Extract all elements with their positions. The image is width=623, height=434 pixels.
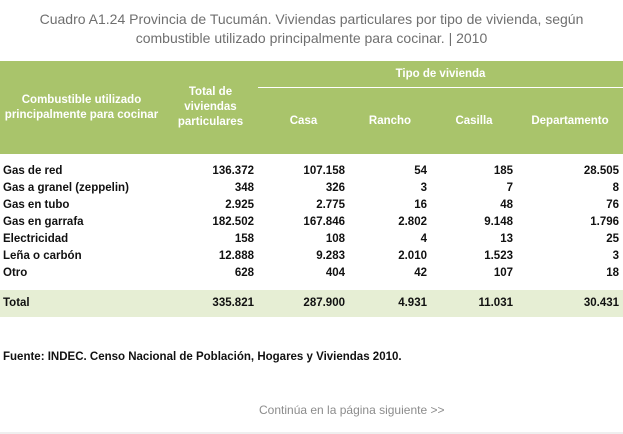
row-label: Gas a granel (zeppelin): [3, 182, 129, 194]
source-note: Fuente: INDEC. Censo Nacional de Poblaci…: [3, 351, 402, 363]
cell-departamento: 76: [606, 199, 620, 211]
cell-casa: 9.283: [316, 250, 345, 262]
cell-rancho: 42: [414, 267, 427, 279]
table-row: Gas en garrafa 182.502 167.846 2.802 9.1…: [0, 214, 623, 231]
cell-casilla: 7: [506, 182, 513, 194]
cell-casa: 404: [325, 267, 345, 279]
table-header: Combustible utilizado principalmente par…: [0, 61, 623, 154]
cell-casa: 326: [325, 182, 345, 194]
cell-total: 136.372: [212, 165, 254, 177]
total-label: Total: [0, 290, 163, 317]
table-row: Otro 628 404 42 107 18: [0, 265, 623, 282]
cell-departamento: 25: [606, 233, 620, 245]
cell-total: 2.925: [225, 199, 254, 211]
cell-casa: 108: [325, 233, 345, 245]
cell-casilla: 1.523: [484, 250, 513, 262]
cell-rancho: 2.010: [398, 250, 427, 262]
cell-total: 348: [234, 182, 254, 194]
cell-total: 182.502: [212, 216, 254, 228]
cell-casa: 107.158: [303, 165, 345, 177]
total-cell-total: 335.821: [163, 290, 258, 317]
table-body: Gas de red 136.372 107.158 54 185 28.505…: [0, 154, 623, 317]
total-cell-casa: 287.900: [258, 290, 349, 317]
table-row: Leña o carbón 12.888 9.283 2.010 1.523 3: [0, 248, 623, 265]
header-casa: Casa: [258, 87, 349, 154]
total-cell-casilla: 11.031: [431, 290, 517, 317]
row-label: Gas en garrafa: [3, 216, 84, 228]
table-row: Gas de red 136.372 107.158 54 185 28.505: [0, 163, 623, 180]
header-total: Total de viviendas particulares: [163, 61, 258, 154]
cell-casilla: 9.148: [484, 216, 513, 228]
cell-departamento: 28.505: [583, 165, 620, 177]
row-label: Leña o carbón: [3, 250, 82, 262]
cell-departamento: 8: [612, 182, 620, 194]
header-rancho: Rancho: [349, 87, 431, 154]
cell-departamento: 18: [606, 267, 620, 279]
total-cell-rancho: 4.931: [349, 290, 431, 317]
header-casilla: Casilla: [431, 87, 517, 154]
table-title: Cuadro A1.24 Provincia de Tucumán. Vivie…: [0, 10, 623, 48]
cell-rancho: 54: [414, 165, 427, 177]
total-row: Total 335.821 287.900 4.931 11.031 30.43…: [0, 290, 623, 317]
total-cell-departamento: 30.431: [517, 290, 623, 317]
cell-departamento: 1.796: [590, 216, 620, 228]
cell-departamento: 3: [612, 250, 620, 262]
row-label: Electricidad: [3, 233, 69, 245]
cell-rancho: 3: [420, 182, 427, 194]
title-line-2: combustible utilizado principalmente par…: [135, 30, 488, 46]
row-label: Gas de red: [3, 165, 63, 177]
continue-next-page-link[interactable]: Continúa en la página siguiente >>: [259, 403, 445, 417]
cell-rancho: 16: [414, 199, 427, 211]
cell-casa: 167.846: [303, 216, 345, 228]
header-combustible: Combustible utilizado principalmente par…: [0, 61, 163, 154]
cell-casilla: 48: [500, 199, 513, 211]
table-row: Electricidad 158 108 4 13 25: [0, 231, 623, 248]
cell-casilla: 107: [493, 267, 513, 279]
title-line-1: Cuadro A1.24 Provincia de Tucumán. Vivie…: [39, 11, 584, 27]
bottom-divider: [0, 432, 623, 434]
row-label: Gas en tubo: [3, 199, 70, 211]
cell-casilla: 185: [493, 165, 513, 177]
table-row: Gas en tubo 2.925 2.775 16 48 76: [0, 197, 623, 214]
cell-total: 628: [234, 267, 254, 279]
header-departamento: Departamento: [517, 87, 623, 154]
data-table: Combustible utilizado principalmente par…: [0, 61, 623, 317]
row-label: Otro: [3, 267, 28, 279]
cell-rancho: 2.802: [398, 216, 427, 228]
cell-total: 12.888: [218, 250, 254, 262]
table-row: Gas a granel (zeppelin) 348 326 3 7 8: [0, 180, 623, 197]
cell-rancho: 4: [420, 233, 427, 245]
cell-casa: 2.775: [316, 199, 345, 211]
cell-casilla: 13: [500, 233, 513, 245]
header-tipo-vivienda: Tipo de vivienda: [258, 61, 623, 88]
cell-total: 158: [234, 233, 254, 245]
